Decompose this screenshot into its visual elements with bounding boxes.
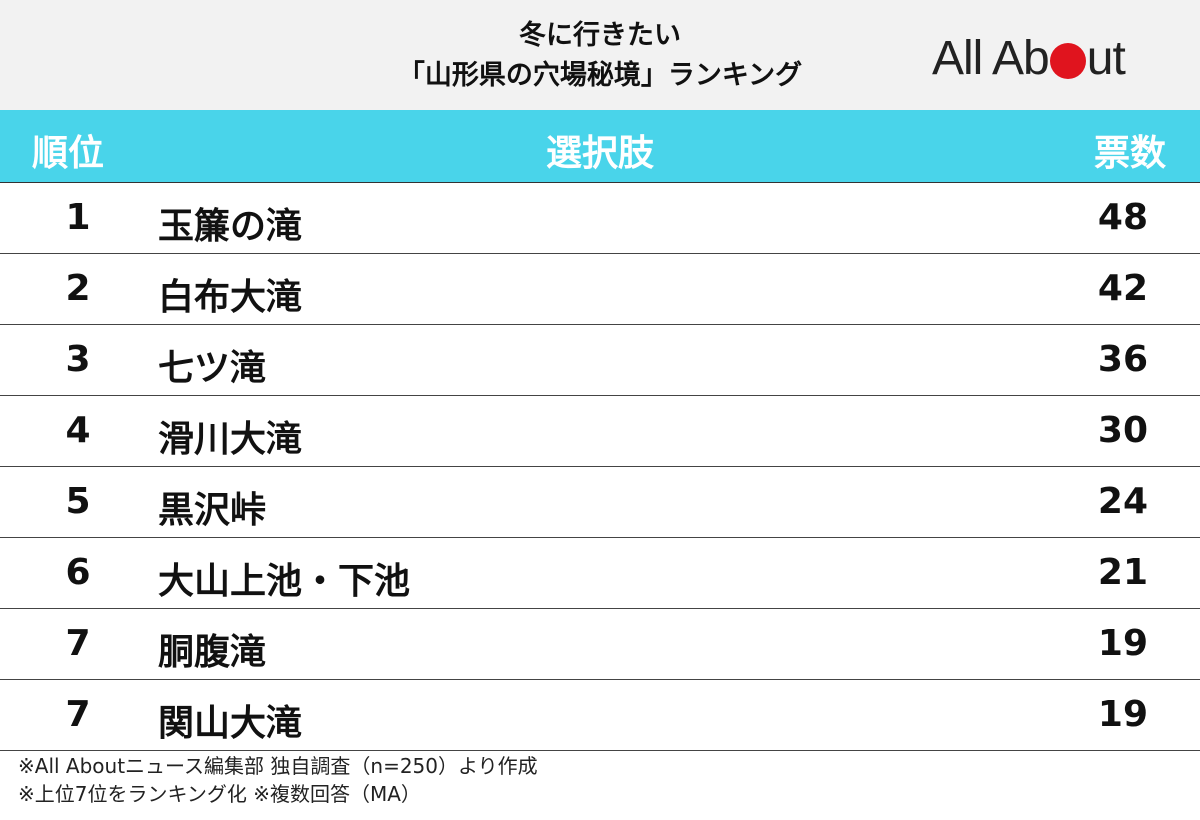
table-row: 7 関山大滝 19 [0, 680, 1200, 751]
rank-cell: 2 [65, 268, 91, 309]
footnote-method: ※上位7位をランキング化 ※複数回答（MA） [18, 782, 421, 806]
table-row: 1 玉簾の滝 48 [0, 183, 1200, 254]
table-header: 順位 選択肢 票数 [0, 110, 1200, 183]
footnotes: ※All Aboutニュース編集部 独自調査（n=250）より作成 ※上位7位を… [18, 752, 538, 808]
logo-dot-icon [1049, 43, 1086, 79]
choice-cell: 白布大滝 [158, 277, 303, 318]
votes-cell: 48 [1097, 197, 1148, 238]
rank-cell: 7 [65, 623, 91, 664]
logo-text-right: ut [1086, 31, 1126, 85]
title-line-2: 「山形県の穴場秘境」ランキング [397, 60, 803, 91]
table-row: 6 大山上池・下池 21 [0, 538, 1200, 609]
choice-cell: 大山上池・下池 [158, 561, 411, 602]
column-header-choice: 選択肢 [545, 133, 654, 174]
rank-cell: 5 [65, 481, 91, 522]
votes-cell: 21 [1097, 552, 1148, 593]
votes-cell: 36 [1097, 339, 1148, 380]
votes-cell: 42 [1097, 268, 1148, 309]
rank-cell: 1 [65, 197, 91, 238]
votes-cell: 19 [1097, 623, 1148, 664]
table-row: 4 滑川大滝 30 [0, 396, 1200, 467]
column-header-rank: 順位 [32, 133, 105, 174]
choice-cell: 玉簾の滝 [158, 206, 303, 247]
title-line-1: 冬に行きたい [519, 20, 681, 51]
table-row: 7 胴腹滝 19 [0, 609, 1200, 680]
page-title: 冬に行きたい 「山形県の穴場秘境」ランキング [300, 16, 900, 96]
votes-cell: 19 [1097, 694, 1148, 735]
rank-cell: 7 [65, 694, 91, 735]
choice-cell: 七ツ滝 [158, 348, 267, 389]
logo-text-left: All Ab [932, 31, 1050, 85]
table-row: 5 黒沢峠 24 [0, 467, 1200, 538]
table-row: 2 白布大滝 42 [0, 254, 1200, 325]
rank-cell: 3 [65, 339, 91, 380]
choice-cell: 胴腹滝 [158, 632, 267, 673]
column-header-votes: 票数 [1093, 133, 1166, 174]
votes-cell: 30 [1097, 410, 1148, 451]
choice-cell: 滑川大滝 [158, 419, 303, 460]
choice-cell: 黒沢峠 [158, 490, 267, 531]
footnote-source: ※All Aboutニュース編集部 独自調査（n=250）より作成 [18, 754, 538, 778]
header-bar: 冬に行きたい 「山形県の穴場秘境」ランキング All Ab ut [0, 0, 1200, 110]
rank-cell: 4 [65, 410, 91, 451]
table-row: 3 七ツ滝 36 [0, 325, 1200, 396]
table-body: 1 玉簾の滝 48 2 白布大滝 42 3 七ツ滝 36 4 滑川大滝 30 5… [0, 183, 1200, 751]
allabout-logo: All Ab ut [932, 28, 1126, 88]
rank-cell: 6 [65, 552, 91, 593]
choice-cell: 関山大滝 [158, 703, 303, 744]
votes-cell: 24 [1097, 481, 1148, 522]
